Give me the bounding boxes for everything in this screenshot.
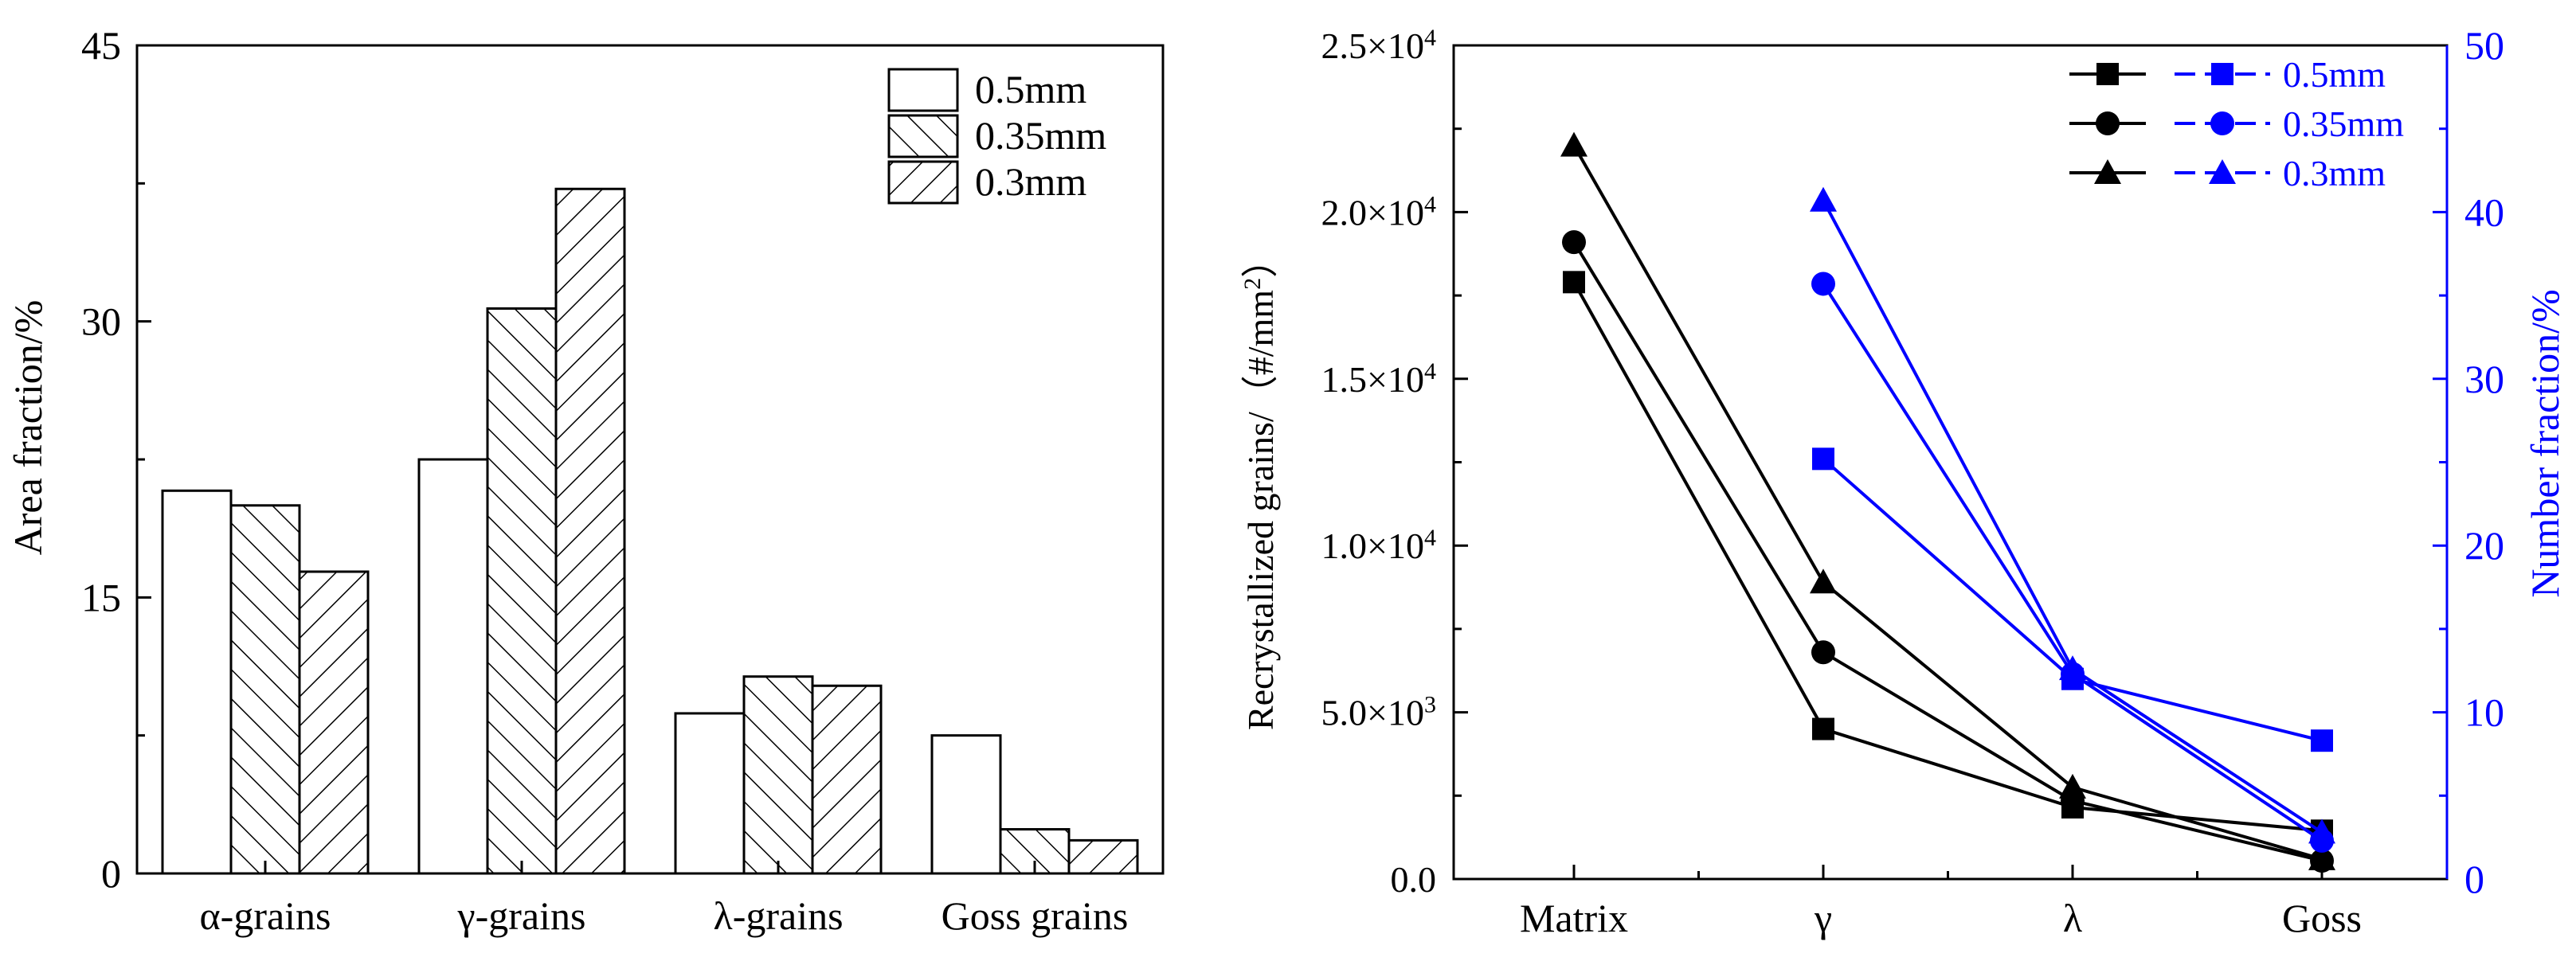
- line-right-tick-label: 50: [2464, 23, 2504, 68]
- marker-square: [2311, 729, 2333, 752]
- bar-x-tick-label: Goss grains: [942, 893, 1129, 938]
- line-left-tick-label: 5.0×103: [1321, 691, 1436, 733]
- bar-legend-label: 0.5mm: [975, 67, 1086, 111]
- line-left-tick-label: 1.5×104: [1321, 358, 1436, 400]
- marker-circle: [2096, 111, 2120, 135]
- line-left-tick-label: 1.0×104: [1321, 525, 1436, 567]
- marker-square: [1563, 271, 1585, 294]
- line-right-tick-label: 10: [2464, 690, 2504, 735]
- bar: [298, 570, 370, 875]
- marker-triangle: [2209, 159, 2236, 184]
- bar-legend-swatch: [887, 114, 959, 158]
- bar: [1067, 838, 1139, 875]
- bar-plot-frame: [135, 44, 1165, 875]
- marker-circle: [1811, 640, 1835, 665]
- line-right-tick-label: 20: [2464, 523, 2504, 568]
- line-right-axis-label: Number fraction/%: [2523, 289, 2567, 597]
- line-legend-label: 0.5mm: [2283, 54, 2386, 95]
- bar-y-tick-label: 15: [81, 575, 121, 619]
- bar: [674, 712, 746, 875]
- bar-y-tick-label: 0: [101, 851, 121, 896]
- bar-y-axis-label: Area fraction/%: [6, 300, 50, 556]
- marker-square: [1812, 717, 1834, 740]
- bar-legend-swatch: [887, 160, 959, 205]
- bar-y-tick-label: 45: [81, 23, 121, 68]
- line-right-tick-label: 40: [2464, 190, 2504, 234]
- line-right-tick-label: 0: [2464, 857, 2484, 901]
- bar-chart: Area fraction/% 0 15 30 45 α-grains γ-grains…: [6, 23, 1165, 938]
- marker-circle: [1811, 272, 1835, 296]
- series-line: [1822, 199, 2323, 834]
- bar: [930, 734, 1002, 875]
- marker-triangle: [2059, 655, 2086, 681]
- marker-triangle: [2308, 845, 2335, 870]
- line-right-tick-label: 30: [2464, 357, 2504, 401]
- marker-triangle: [2059, 773, 2086, 799]
- marker-triangle: [1560, 131, 1587, 157]
- line-x-tick-label: λ: [2063, 896, 2082, 940]
- line-legend-label: 0.35mm: [2283, 104, 2404, 144]
- marker-square: [2096, 63, 2119, 85]
- bar: [554, 187, 626, 875]
- line-left-tick-label: 2.5×104: [1321, 25, 1436, 67]
- line-x-tick-label: Matrix: [1520, 896, 1628, 940]
- bar: [417, 458, 489, 875]
- line-left-tick-label: 0.0: [1391, 859, 1437, 900]
- bar: [229, 504, 301, 875]
- bar: [161, 489, 233, 875]
- bar-x-tick-label: α-grains: [199, 893, 331, 938]
- bar: [742, 675, 814, 875]
- bar-legend-swatch: [887, 68, 959, 112]
- bar-legend-label: 0.3mm: [975, 159, 1086, 204]
- bar: [999, 828, 1071, 875]
- series-line: [1572, 241, 2323, 862]
- bar: [811, 684, 883, 875]
- bar-x-tick-label: γ-grains: [457, 893, 586, 938]
- marker-square: [2211, 63, 2233, 85]
- line-chart: Recrystallized grains/（#/mm2） Number fra…: [1239, 23, 2568, 940]
- line-x-tick-label: Goss: [2282, 896, 2362, 940]
- bar-legend-label: 0.35mm: [975, 113, 1106, 158]
- marker-circle: [1562, 230, 1586, 255]
- line-left-tick-label: 2.0×104: [1321, 191, 1436, 233]
- marker-square: [1812, 447, 1834, 471]
- marker-triangle: [2094, 159, 2121, 184]
- series-line: [1822, 283, 2323, 842]
- bar-y-tick-label: 30: [81, 299, 121, 344]
- marker-triangle: [1810, 186, 1837, 212]
- bar-x-tick-label: λ-grains: [713, 893, 843, 938]
- series-line: [1572, 144, 2323, 861]
- marker-triangle: [1810, 569, 1837, 594]
- line-left-axis-label: Recrystallized grains/（#/mm2）: [1239, 241, 1282, 730]
- marker-circle: [2210, 111, 2234, 135]
- marker-triangle: [2308, 819, 2335, 844]
- series-line: [1572, 281, 2323, 833]
- line-legend-label: 0.3mm: [2283, 153, 2386, 193]
- line-x-tick-label: γ: [1814, 896, 1832, 940]
- line-legend: 0.5mm 0.35mm 0.3mm: [2069, 54, 2404, 193]
- bar: [486, 307, 558, 875]
